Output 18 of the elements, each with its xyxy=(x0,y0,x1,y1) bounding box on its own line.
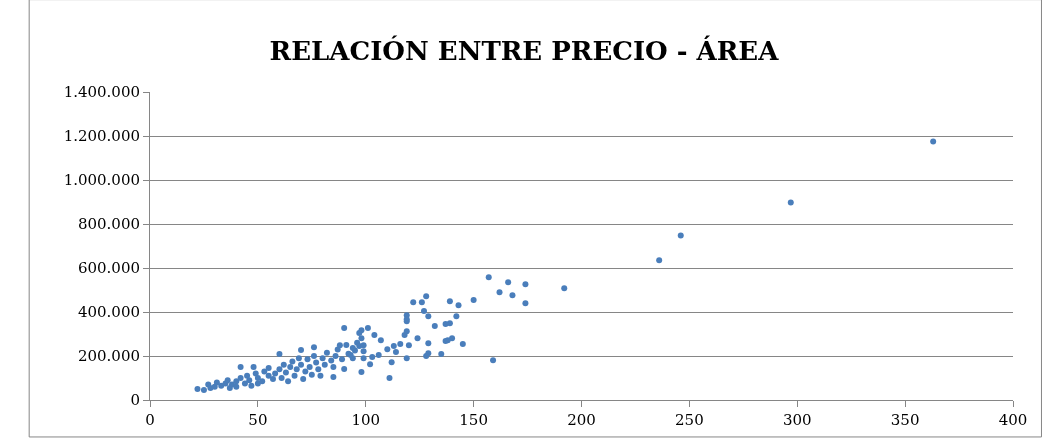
x-tick-label: 100 xyxy=(351,411,381,429)
x-tick-label: 400 xyxy=(998,411,1028,429)
x-tick-label: 0 xyxy=(145,411,155,429)
y-tick-label: 200.000 xyxy=(77,347,140,366)
x-tick-label: 50 xyxy=(248,411,268,429)
y-tick-label: 1.400.000 xyxy=(63,83,140,102)
chart-title: RELACIÓN ENTRE PRECIO - ÁREA xyxy=(269,34,780,66)
y-tick-label: 800.000 xyxy=(77,215,140,234)
x-tick-label: 350 xyxy=(890,411,920,429)
x-tick-label: 150 xyxy=(459,411,488,429)
y-tick-label: 1.200.000 xyxy=(63,127,140,146)
y-tick-label: 0 xyxy=(130,391,140,410)
x-tick-label: 200 xyxy=(567,411,596,429)
x-tick-label: 250 xyxy=(675,411,704,429)
y-tick-label: 400.000 xyxy=(77,303,140,322)
y-tick-label: 1.000.000 xyxy=(63,171,140,190)
x-tick-label: 300 xyxy=(782,411,812,429)
y-tick-label: 600.000 xyxy=(77,259,140,278)
